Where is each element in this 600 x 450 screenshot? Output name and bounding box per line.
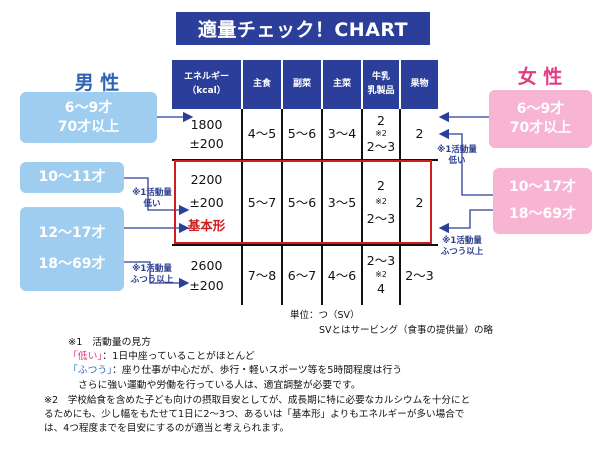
male-group-label: 6〜9才 (64, 99, 113, 116)
header-label: 乳製品 (367, 85, 395, 96)
header-energy: エネルギー （kcal） (172, 60, 241, 109)
basic-form-label: 基本形 (187, 218, 226, 234)
servings-table: エネルギー （kcal） 主食 副菜 主菜 牛乳乳製品 果物 1800 ±200 4… (172, 60, 438, 305)
row3-milk: 2〜3 ※2 4 (363, 246, 399, 305)
cell-value: 2〜3 (366, 253, 396, 269)
row3-fukusai: 6〜7 (287, 267, 317, 283)
row3-shusai: 4〜6 (327, 267, 357, 283)
female-group-label: 18〜69才 (509, 206, 576, 222)
arrow (438, 209, 493, 234)
cell-value: 2600 (190, 258, 223, 274)
row2-milk: 2 ※2 2〜3 (363, 161, 399, 244)
cell-value: 2200 (190, 171, 223, 187)
cell-value: ±200 (189, 277, 224, 293)
row3-fruit: 2〜3 (405, 267, 434, 283)
row1-fukusai: 5〜6 (287, 126, 317, 142)
cell-value: 2〜3 (366, 210, 396, 226)
row1-kcal: 1800 ±200 (172, 109, 241, 159)
header-label: 牛乳 (371, 72, 390, 82)
cell-value: 1800 (190, 116, 223, 132)
row3-kcal: 2600 ±200 (172, 246, 241, 305)
row2-fukusai: 5〜6 (287, 194, 317, 210)
divider (241, 109, 243, 305)
female-group-label: 70才以上 (509, 120, 572, 136)
male-group-label: 12〜17才 (38, 225, 106, 242)
header-fruit: 果物 (401, 60, 438, 109)
unit-label: 単位：つ（SV） (290, 310, 360, 321)
row2-kcal: 2200 ±200 基本形 (172, 161, 241, 244)
cell-value: ±200 (189, 194, 224, 210)
activity-low-text: ：1日中座っていることがほとんど (102, 351, 255, 363)
male-group-6-9-70plus: 6〜9才 70才以上 (20, 92, 157, 143)
header-milk: 牛乳 乳製品 (363, 60, 399, 109)
cell-note: ※2 (375, 128, 387, 138)
cell-value: 4 (377, 280, 385, 296)
cell-note: ※2 (375, 197, 387, 207)
footnote-activity: ※1 活動量の見方 「低い」：1日中座っていることがほとんど 「ふつう」：座り仕… (68, 336, 588, 393)
row2-shusai: 3〜5 (327, 194, 357, 210)
footnote-line: ※2 学校給食を含めた子ども向けの摂取目安としてが、成長期に特に必要なカルシウム… (44, 395, 471, 406)
male-label: 男 性 (74, 72, 120, 94)
row2-fruit: 2 (415, 194, 424, 210)
header-shusai: 主菜 (323, 60, 361, 109)
footnote-line: 「ふつう」：座り仕事が中心だが、歩行・軽いスポーツ等を5時間程度は行う (68, 364, 588, 378)
header-label: （kcal） (187, 85, 226, 96)
footnote-line: は、4つ程度までを目安にするのが適当と考えられます。 (44, 422, 290, 434)
header-label: エネルギー (183, 72, 229, 82)
female-group-label: 10〜17才 (509, 179, 576, 196)
male-group-label: 70才以上 (57, 118, 120, 135)
divider (172, 244, 438, 246)
cell-value: 2〜3 (366, 139, 396, 155)
female-group-10-69: 10〜17才 18〜69才 (493, 168, 592, 234)
cell-value: 2 (377, 178, 385, 194)
footnote-title: ※1 活動量の見方 (68, 337, 152, 348)
divider (281, 109, 283, 305)
footnote-line: さらに強い運動や労働を行っている人は、適宜調整が必要です。 (78, 379, 361, 391)
row3-shushoku: 7〜8 (247, 267, 277, 283)
male-group-label: 18〜69才 (38, 256, 106, 272)
row1-shusai: 3〜4 (327, 126, 357, 142)
note-line: ※1活動量 (442, 236, 482, 246)
female-group-label: 6〜9才 (516, 101, 565, 118)
cell-value: 2 (377, 112, 385, 128)
footnote-line: るためにも、少し幅をもたせて1日に2〜3つ、あるいは「基本形」よりもエネルギーが… (44, 408, 465, 420)
footnote-calcium: ※2 学校給食を含めた子ども向けの摂取目安としてが、成長期に特に必要なカルシウム… (44, 394, 596, 436)
male-group-10-11: 10〜11才 (20, 162, 124, 193)
header-shushoku: 主食 (243, 60, 281, 109)
row1-fruit: 2 (415, 126, 424, 142)
activity-low-key: 「低い」 (68, 351, 103, 363)
basic-form-highlight (174, 160, 432, 244)
sv-definition: SVとはサービング（食事の提供量）の略 (319, 325, 494, 336)
note-line: ふつう以上 (440, 246, 484, 257)
cell-value: ±200 (189, 136, 224, 151)
female-group-6-9-70plus: 6〜9才 70才以上 (489, 90, 592, 148)
divider (361, 109, 363, 305)
row2-shushoku: 5〜7 (247, 194, 277, 210)
row1-milk: 2 ※2 2〜3 (363, 109, 399, 159)
male-group-12-69: 12〜17才 18〜69才 (20, 207, 124, 291)
divider (321, 109, 323, 305)
activity-normal-key: 「ふつう」 (68, 365, 113, 377)
male-group-label: 10〜11才 (38, 169, 106, 186)
footnote-line: 「低い」：1日中座っていることがほとんど (68, 350, 588, 364)
cell-note: ※2 (375, 270, 387, 280)
female-label: 女 性 (517, 66, 563, 88)
female-note-activity-normal: ※1活動量 ふつう以上 (430, 236, 494, 257)
header-fukusai: 副菜 (283, 60, 321, 109)
activity-normal-text: ：座り仕事が中心だが、歩行・軽いスポーツ等を5時間程度は行う (112, 365, 403, 377)
divider (399, 109, 401, 305)
row1-shushoku: 4〜5 (247, 126, 277, 142)
chart-title: 適量チェック！CHART (176, 12, 430, 45)
